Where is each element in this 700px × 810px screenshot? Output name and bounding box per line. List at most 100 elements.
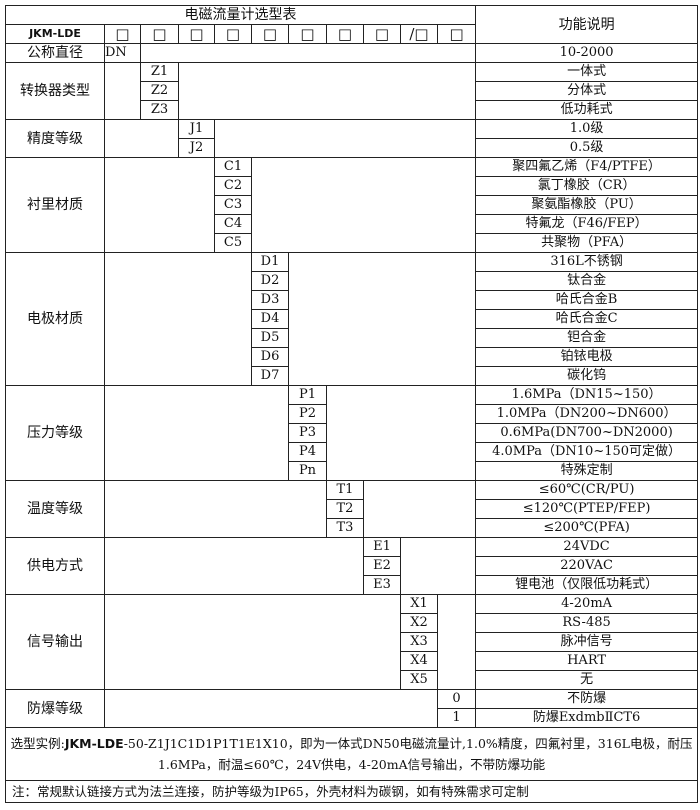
option-code: E3 <box>363 575 401 595</box>
option-description: 4.0MPa（DN10~150可定做） <box>475 442 699 462</box>
option-code: Pn <box>288 461 327 481</box>
model-row: JKM-LDE □ □ □ □ □ □ □ □/□ □ <box>5 24 698 44</box>
option-description: 共聚物（PFA） <box>475 233 699 253</box>
option-row: X2 RS-485 <box>6 613 699 633</box>
option-code: 1 <box>436 708 477 728</box>
option-code: C4 <box>214 214 252 234</box>
category-label: 压力等级 <box>5 385 105 481</box>
empty-cell <box>104 689 438 728</box>
option-row: D6 铂铱电极 <box>6 347 699 367</box>
option-code: C5 <box>214 233 252 253</box>
code-box: /□ <box>400 24 438 44</box>
option-code: DN <box>104 43 141 63</box>
option-description: 哈氏合金C <box>475 309 699 329</box>
option-row: Z2 分体式 <box>6 81 699 101</box>
option-row: 压力等级 P1 1.6MPa（DN15~150） <box>5 385 699 481</box>
empty-cell <box>104 480 327 538</box>
option-description: 锂电池（仅限低功耗式） <box>475 575 699 595</box>
note-row: 注：常规默认链接方式为法兰连接，防护等级为IP65，外壳材料为碳钢，如有特殊需求… <box>4 780 699 803</box>
empty-cell <box>325 385 477 481</box>
code-box: □ <box>436 24 477 44</box>
option-description: 10-2000 <box>475 43 699 63</box>
option-description: 1.0MPa（DN200~DN600） <box>475 404 699 424</box>
option-row: C2 氯丁橡胶（CR） <box>6 176 699 196</box>
option-code: D6 <box>251 347 289 367</box>
category-label: 转换器类型 <box>5 62 105 120</box>
option-description: RS-485 <box>475 613 699 633</box>
option-row: D5 钽合金 <box>6 328 699 348</box>
code-box: □ <box>214 24 252 44</box>
empty-cell <box>104 157 215 253</box>
option-row: 精度等级 J1 1.0级 <box>5 119 699 158</box>
note-text: 注：常规默认链接方式为法兰连接，防护等级为IP65，外壳材料为碳钢，如有特殊需求… <box>4 780 699 803</box>
category-label: 供电方式 <box>5 537 105 595</box>
option-code: D7 <box>251 366 289 386</box>
option-row: 电极材质 D1 316L不锈钢 <box>5 252 699 386</box>
option-description: 特氟龙（F46/FEP） <box>475 214 699 234</box>
category-label: 精度等级 <box>5 119 105 158</box>
option-code: J2 <box>178 138 215 158</box>
option-code: Z3 <box>140 100 179 120</box>
option-description: 聚氨酯橡胶（PU） <box>475 195 699 215</box>
code-box: □ <box>288 24 327 44</box>
option-description: 脉冲信号 <box>475 632 699 652</box>
option-description: 一体式 <box>475 62 699 82</box>
empty-cell <box>436 594 477 690</box>
table-title: 电磁流量计选型表 <box>4 5 477 25</box>
option-code: E1 <box>363 537 401 557</box>
option-description: 防爆ExdmbⅡCT6 <box>475 708 699 728</box>
option-row: T3 ≤200℃(PFA) <box>6 518 699 538</box>
option-description: 316L不锈钢 <box>475 252 699 272</box>
category-label: 公称直径 <box>5 43 105 63</box>
empty-cell <box>399 537 477 595</box>
option-code: 0 <box>436 689 477 709</box>
option-code: Z1 <box>140 62 179 82</box>
option-description: 聚四氟乙烯（F4/PTFE） <box>475 157 699 177</box>
option-row: 转换器类型 Z1 一体式 <box>5 62 699 120</box>
option-code: Z2 <box>140 81 179 101</box>
option-code: D2 <box>251 271 289 291</box>
category-label: 温度等级 <box>5 480 105 538</box>
option-row: 防爆等级 0 不防爆 <box>5 689 699 728</box>
function-title: 功能说明 <box>475 5 699 44</box>
option-code: C3 <box>214 195 252 215</box>
option-row: 衬里材质 C1 聚四氟乙烯（F4/PTFE） <box>5 157 699 253</box>
option-description: 无 <box>475 670 699 690</box>
option-code: P2 <box>288 404 327 424</box>
option-row: 公称直径 DN 10-2000 <box>5 43 699 63</box>
option-row: C3 聚氨酯橡胶（PU） <box>6 195 699 215</box>
empty-cell <box>250 157 477 253</box>
example-row: 选型实例:JKM-LDE-50-Z1J1C1D1P1T1E1X10，即为一体式D… <box>4 727 699 781</box>
title-row: 电磁流量计选型表 功能说明 <box>4 5 699 44</box>
option-code: P1 <box>288 385 327 405</box>
selection-table: 电磁流量计选型表 功能说明 JKM-LDE □ □ □ □ □ □ □ □/□ □ 公称直径 DN… <box>4 5 699 803</box>
option-description: 4-20mA <box>475 594 699 614</box>
empty-cell <box>104 594 401 690</box>
option-code: X1 <box>400 594 438 614</box>
empty-cell <box>287 252 477 386</box>
option-description: ≤120℃(PTEP/FEP) <box>475 499 699 519</box>
option-code: P3 <box>288 423 327 443</box>
empty-cell <box>104 385 289 481</box>
option-code: X2 <box>400 613 438 633</box>
option-code: X5 <box>400 670 438 690</box>
model-code: JKM-LDE <box>5 24 105 44</box>
category-label: 防爆等级 <box>5 689 105 728</box>
option-description: 钽合金 <box>475 328 699 348</box>
option-code: X3 <box>400 632 438 652</box>
option-code: C1 <box>214 157 252 177</box>
option-code: D5 <box>251 328 289 348</box>
category-label: 电极材质 <box>5 252 105 386</box>
option-description: 0.5级 <box>475 138 699 158</box>
code-box: □ <box>251 24 289 44</box>
empty-cell <box>104 62 141 120</box>
option-description: 不防爆 <box>475 689 699 709</box>
example-model: JKM-LDE <box>64 736 124 751</box>
option-description: 氯丁橡胶（CR） <box>475 176 699 196</box>
example-body: -50-Z1J1C1D1P1T1E1X10，即为一体式DN50电磁流量计,1.0… <box>123 736 693 772</box>
option-code: T2 <box>326 499 364 519</box>
option-description: 220VAC <box>475 556 699 576</box>
option-description: 铂铱电极 <box>475 347 699 367</box>
code-box: □ <box>178 24 215 44</box>
option-row: P2 1.0MPa（DN200~DN600） <box>6 404 699 424</box>
